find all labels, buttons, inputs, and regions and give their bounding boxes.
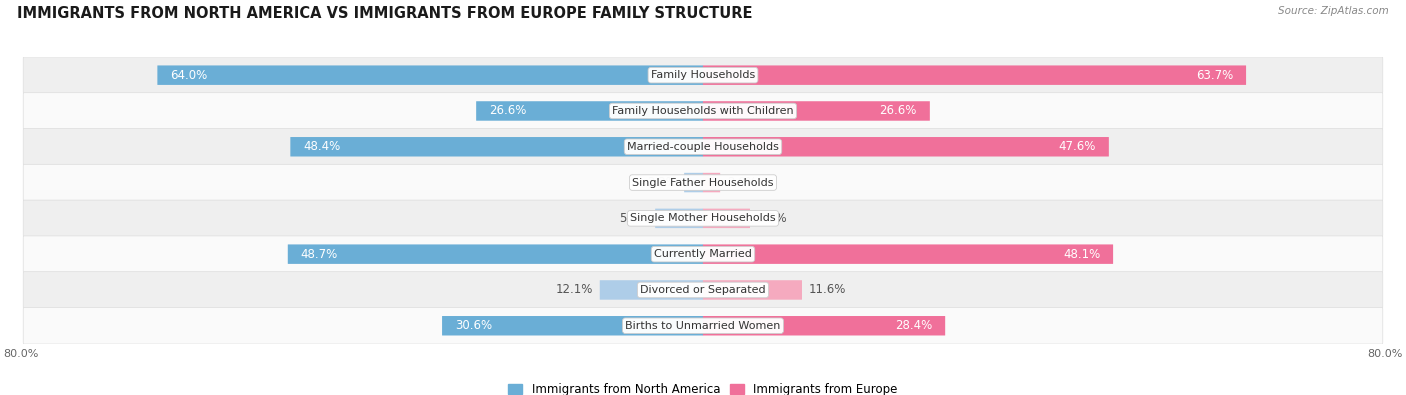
FancyBboxPatch shape [703,245,1114,264]
FancyBboxPatch shape [703,66,1246,85]
FancyBboxPatch shape [24,57,1382,94]
FancyBboxPatch shape [703,101,929,121]
Text: 63.7%: 63.7% [1197,69,1233,82]
Text: 5.5%: 5.5% [756,212,786,225]
Text: Single Mother Households: Single Mother Households [630,213,776,223]
Text: 30.6%: 30.6% [456,319,492,332]
FancyBboxPatch shape [24,93,1382,129]
Text: 2.2%: 2.2% [648,176,678,189]
Text: Births to Unmarried Women: Births to Unmarried Women [626,321,780,331]
Text: 48.7%: 48.7% [301,248,337,261]
Text: Currently Married: Currently Married [654,249,752,259]
Text: 11.6%: 11.6% [808,284,846,297]
Text: Family Households: Family Households [651,70,755,80]
Text: Single Father Households: Single Father Households [633,178,773,188]
FancyBboxPatch shape [24,236,1382,273]
FancyBboxPatch shape [24,200,1382,237]
Text: 26.6%: 26.6% [880,104,917,117]
Text: 47.6%: 47.6% [1059,140,1095,153]
FancyBboxPatch shape [655,209,703,228]
FancyBboxPatch shape [157,66,703,85]
Text: 26.6%: 26.6% [489,104,526,117]
FancyBboxPatch shape [24,164,1382,201]
FancyBboxPatch shape [703,209,749,228]
FancyBboxPatch shape [441,316,703,335]
FancyBboxPatch shape [24,307,1382,344]
Text: Source: ZipAtlas.com: Source: ZipAtlas.com [1278,6,1389,16]
Text: 28.4%: 28.4% [896,319,932,332]
FancyBboxPatch shape [703,280,801,300]
FancyBboxPatch shape [24,272,1382,308]
FancyBboxPatch shape [291,137,703,156]
Text: 12.1%: 12.1% [555,284,593,297]
FancyBboxPatch shape [288,245,703,264]
Text: 5.6%: 5.6% [619,212,648,225]
FancyBboxPatch shape [685,173,703,192]
FancyBboxPatch shape [703,316,945,335]
Text: Family Households with Children: Family Households with Children [612,106,794,116]
Legend: Immigrants from North America, Immigrants from Europe: Immigrants from North America, Immigrant… [503,378,903,395]
FancyBboxPatch shape [24,128,1382,165]
FancyBboxPatch shape [703,173,720,192]
Text: IMMIGRANTS FROM NORTH AMERICA VS IMMIGRANTS FROM EUROPE FAMILY STRUCTURE: IMMIGRANTS FROM NORTH AMERICA VS IMMIGRA… [17,6,752,21]
FancyBboxPatch shape [600,280,703,300]
Text: 2.0%: 2.0% [727,176,756,189]
Text: Divorced or Separated: Divorced or Separated [640,285,766,295]
Text: 48.1%: 48.1% [1063,248,1101,261]
Text: Married-couple Households: Married-couple Households [627,142,779,152]
FancyBboxPatch shape [477,101,703,121]
Text: 48.4%: 48.4% [304,140,340,153]
FancyBboxPatch shape [703,137,1109,156]
Text: 64.0%: 64.0% [170,69,208,82]
